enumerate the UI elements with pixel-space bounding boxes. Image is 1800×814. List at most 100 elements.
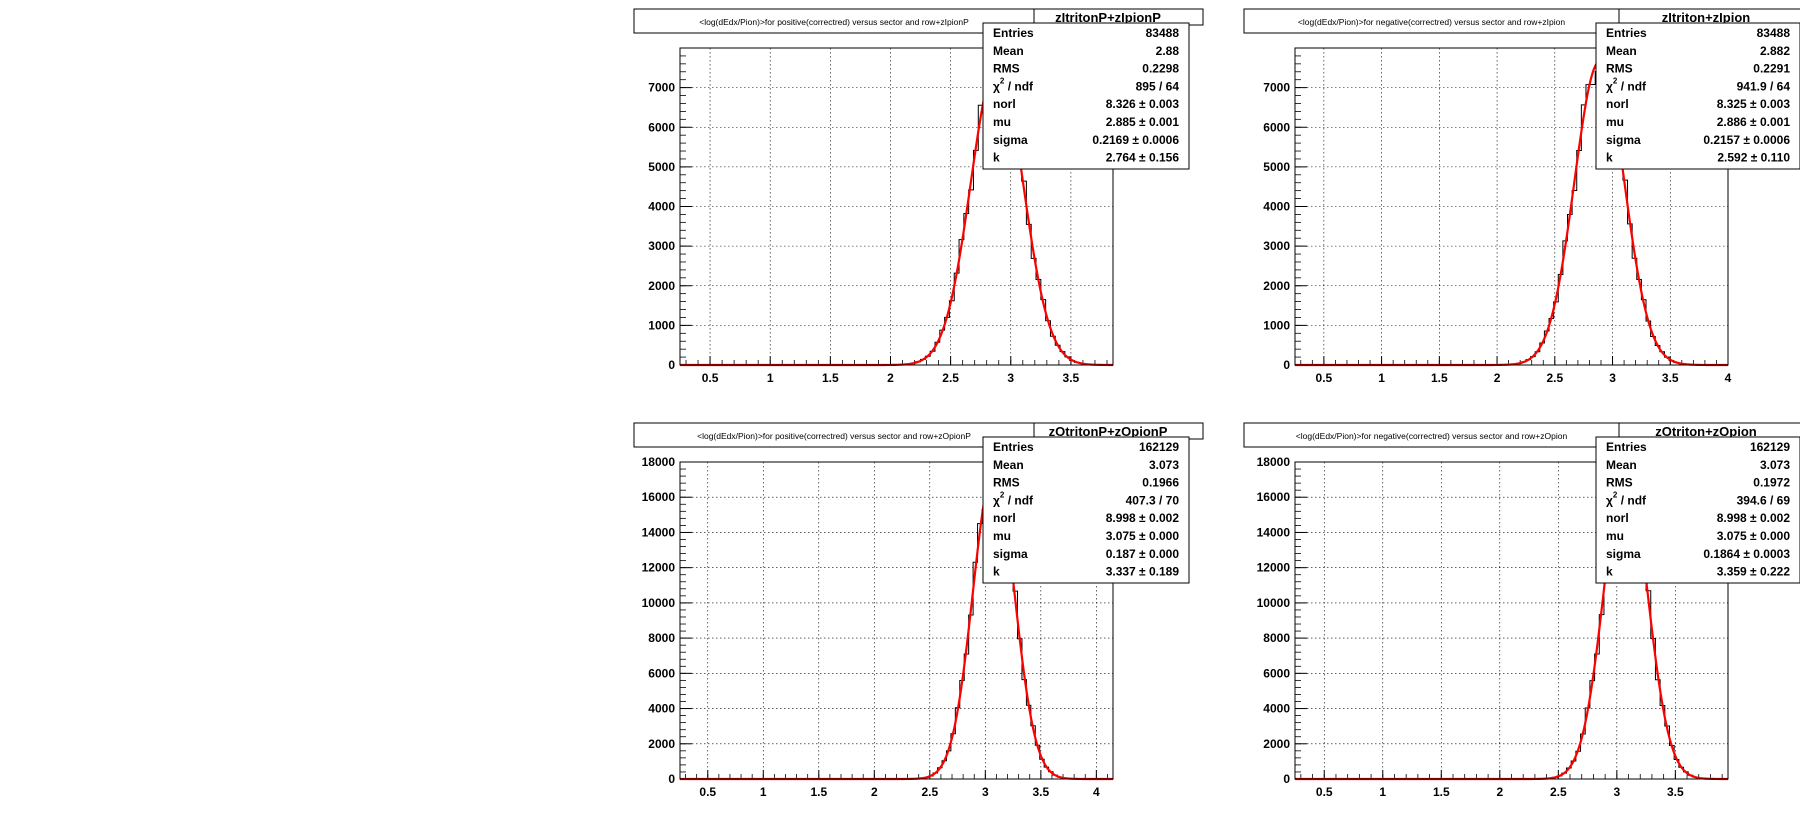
stat-value: 3.073 xyxy=(1149,458,1179,472)
stat-value: 0.2169 ± 0.0006 xyxy=(1092,133,1179,147)
y-tick-label: 10000 xyxy=(642,596,676,610)
y-tick-label: 18000 xyxy=(1257,455,1291,469)
hist-name: zItritonP+zIpionP xyxy=(1055,10,1161,25)
plot-frame xyxy=(1294,461,1729,780)
stat-value: 394.6 / 69 xyxy=(1737,493,1791,507)
stat-label: RMS xyxy=(1606,62,1633,76)
hist-name: zOtritonP+zOpionP xyxy=(1049,424,1168,439)
y-tick-label: 6000 xyxy=(648,666,675,680)
stat-value: 8.998 ± 0.002 xyxy=(1106,511,1180,525)
title-box xyxy=(633,422,1035,448)
stat-value: 3.359 ± 0.222 xyxy=(1717,565,1791,579)
stat-value: 8.325 ± 0.003 xyxy=(1717,97,1791,111)
y-tick-label: 16000 xyxy=(642,490,676,504)
stat-value: 162129 xyxy=(1750,440,1790,454)
x-tick-label: 3 xyxy=(1609,371,1616,385)
stat-label: norl xyxy=(1606,511,1629,525)
y-tick-label: 4000 xyxy=(1263,200,1290,214)
stats-box xyxy=(982,436,1190,584)
x-tick-label: 3.5 xyxy=(1032,785,1049,799)
y-tick-label: 12000 xyxy=(1257,561,1291,575)
x-tick-label: 0.5 xyxy=(702,371,719,385)
y-tick-label: 16000 xyxy=(1257,490,1291,504)
stat-label: k xyxy=(993,151,1000,165)
x-tick-label: 3.5 xyxy=(1662,371,1679,385)
stat-value: 3.075 ± 0.000 xyxy=(1717,529,1791,543)
stat-label: χ2 / ndf xyxy=(993,76,1034,93)
y-tick-label: 1000 xyxy=(1263,318,1290,332)
y-tick-label: 5000 xyxy=(1263,160,1290,174)
stat-label: RMS xyxy=(993,476,1020,490)
y-tick-label: 8000 xyxy=(648,631,675,645)
stat-label: Mean xyxy=(1606,44,1637,58)
y-tick-label: 6000 xyxy=(648,120,675,134)
stats-box xyxy=(982,22,1190,170)
y-tick-label: 0 xyxy=(1283,772,1290,786)
stat-label: χ2 / ndf xyxy=(993,490,1034,507)
y-tick-label: 3000 xyxy=(1263,239,1290,253)
stat-value: 2.885 ± 0.001 xyxy=(1106,115,1180,129)
stat-label: k xyxy=(1606,565,1613,579)
stat-label: χ2 / ndf xyxy=(1606,76,1647,93)
title-box xyxy=(633,8,1035,34)
stat-label: norl xyxy=(993,97,1016,111)
stat-label: mu xyxy=(993,529,1011,543)
histogram-panel-3: 0.5 1 1.5 2 2.5 3 3.5 4 0 2000 4000 6000 8000 10000 12… xyxy=(633,422,1204,799)
x-tick-label: 2 xyxy=(1496,785,1503,799)
y-tick-label: 2000 xyxy=(1263,737,1290,751)
stat-value: 3.075 ± 0.000 xyxy=(1106,529,1180,543)
stat-label: k xyxy=(993,565,1000,579)
stat-value: 2.886 ± 0.001 xyxy=(1717,115,1791,129)
stat-label: mu xyxy=(1606,115,1624,129)
stat-value: 0.2298 xyxy=(1142,62,1179,76)
x-tick-label: 2.5 xyxy=(1550,785,1567,799)
histogram-panel-4: 0.5 1 1.5 2 2.5 3 3.5 0 2000 4000 6000 8000 10000 120… xyxy=(1243,422,1800,799)
stat-value: 407.3 / 70 xyxy=(1126,493,1180,507)
y-tick-label: 5000 xyxy=(648,160,675,174)
x-tick-label: 2 xyxy=(1494,371,1501,385)
stat-label: χ2 / ndf xyxy=(1606,490,1647,507)
stat-label: mu xyxy=(993,115,1011,129)
stat-value: 895 / 64 xyxy=(1136,79,1180,93)
y-tick-label: 4000 xyxy=(648,702,675,716)
x-tick-label: 1 xyxy=(767,371,774,385)
stat-label: Mean xyxy=(993,44,1024,58)
y-tick-label: 2000 xyxy=(1263,279,1290,293)
stat-label: sigma xyxy=(1606,133,1641,147)
stat-value: 2.764 ± 0.156 xyxy=(1106,151,1180,165)
title-box xyxy=(1243,422,1620,448)
stat-label: Entries xyxy=(1606,26,1647,40)
stat-value: 3.337 ± 0.189 xyxy=(1106,565,1180,579)
stat-value: 2.88 xyxy=(1156,44,1180,58)
y-tick-label: 1000 xyxy=(648,318,675,332)
stats-box xyxy=(1595,436,1800,584)
histogram-panel-2: 0.5 1 1.5 2 2.5 3 3.5 4 0 1000 2000 3000 4000 5000 600… xyxy=(1243,8,1800,385)
x-tick-label: 3 xyxy=(1613,785,1620,799)
x-tick-label: 1.5 xyxy=(822,371,839,385)
x-tick-label: 2.5 xyxy=(921,785,938,799)
x-tick-label: 1 xyxy=(1378,371,1385,385)
stat-value: 2.592 ± 0.110 xyxy=(1717,151,1790,165)
stat-value: 0.187 ± 0.000 xyxy=(1106,547,1180,561)
x-tick-label: 4 xyxy=(1093,785,1100,799)
y-tick-label: 0 xyxy=(668,358,675,372)
y-tick-label: 14000 xyxy=(1257,525,1291,539)
stat-label: RMS xyxy=(993,62,1020,76)
chart-title: <log(dEdx/Pion)>for negative(correctred)… xyxy=(1298,17,1565,27)
plot-frame xyxy=(679,461,1114,780)
x-tick-label: 2.5 xyxy=(1546,371,1563,385)
hist-name: zItriton+zIpion xyxy=(1662,10,1751,25)
plot-frame xyxy=(679,47,1114,366)
y-tick-label: 2000 xyxy=(648,737,675,751)
stat-value: 8.326 ± 0.003 xyxy=(1106,97,1180,111)
y-tick-label: 10000 xyxy=(1257,596,1291,610)
x-tick-label: 0.5 xyxy=(1316,785,1333,799)
x-tick-label: 2 xyxy=(887,371,894,385)
stat-label: sigma xyxy=(993,547,1028,561)
x-tick-label: 0.5 xyxy=(1316,371,1333,385)
title-box xyxy=(1243,8,1620,34)
stat-value: 941.9 / 64 xyxy=(1737,79,1791,93)
chart-title: <log(dEdx/Pion)>for negative(correctred)… xyxy=(1296,431,1568,441)
y-tick-label: 4000 xyxy=(648,200,675,214)
